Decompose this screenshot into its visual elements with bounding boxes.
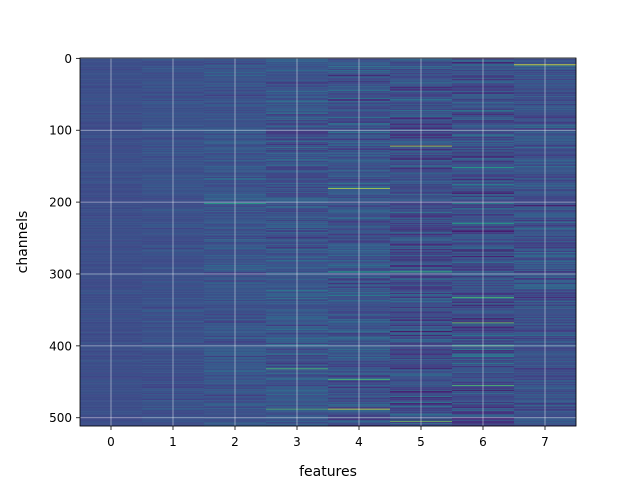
y-tick-label: 200 bbox=[49, 196, 72, 210]
y-tick-label: 400 bbox=[49, 339, 72, 353]
y-tick-label: 300 bbox=[49, 267, 72, 281]
y-tick-label: 500 bbox=[49, 411, 72, 425]
x-tick-label: 0 bbox=[107, 435, 115, 449]
y-axis-ticks: 0 100 200 300 400 500 bbox=[49, 52, 80, 425]
x-tick-label: 5 bbox=[417, 435, 425, 449]
x-axis-label: features bbox=[299, 464, 357, 480]
x-tick-label: 2 bbox=[231, 435, 239, 449]
x-tick-label: 7 bbox=[541, 435, 549, 449]
y-tick-label: 100 bbox=[49, 124, 72, 138]
plot-frame bbox=[79, 57, 577, 427]
grid-lines bbox=[80, 57, 576, 426]
y-tick-label: 0 bbox=[64, 52, 72, 66]
x-tick-label: 1 bbox=[169, 435, 177, 449]
y-axis-label: channels bbox=[15, 211, 31, 274]
x-tick-label: 4 bbox=[355, 435, 363, 449]
x-tick-label: 6 bbox=[479, 435, 487, 449]
x-tick-label: 3 bbox=[293, 435, 301, 449]
heatmap-cells bbox=[80, 58, 577, 427]
x-axis-ticks: 0 1 2 3 4 5 6 7 bbox=[107, 426, 549, 449]
